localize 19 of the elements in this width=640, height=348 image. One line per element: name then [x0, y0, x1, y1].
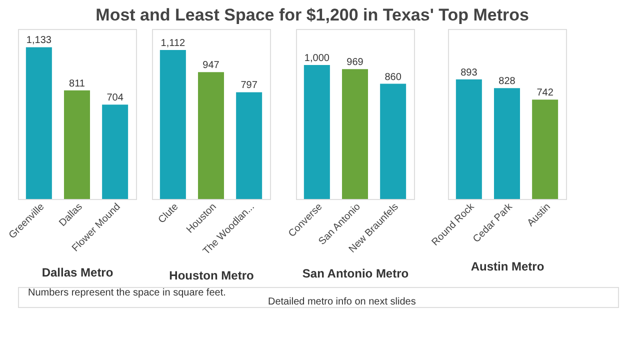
- x-axis-title: San Antonio Metro: [302, 266, 409, 281]
- data-label: 893: [460, 67, 478, 78]
- x-axis-title: Houston Metro: [169, 268, 254, 282]
- data-label: 811: [69, 78, 86, 90]
- data-label: 860: [384, 72, 402, 83]
- data-label: 1,000: [304, 53, 330, 64]
- data-label: 742: [536, 88, 554, 99]
- data-label: 969: [346, 57, 364, 68]
- data-label: 947: [202, 60, 220, 72]
- text: Detailed metro info on next slides: [268, 296, 416, 308]
- x-axis-title: Austin Metro: [470, 259, 544, 274]
- data-label: 1,133: [26, 35, 52, 46]
- data-label: 797: [240, 80, 258, 92]
- text: Numbers represent the space in square feet.: [28, 288, 226, 299]
- text: Most and Least Space for $1,200 in Texas' Top Metros: [96, 6, 529, 24]
- data-label: 828: [498, 76, 516, 88]
- data-label: 704: [106, 92, 124, 104]
- x-axis-title: Dallas Metro: [42, 265, 114, 280]
- data-label: 1,112: [160, 38, 186, 50]
